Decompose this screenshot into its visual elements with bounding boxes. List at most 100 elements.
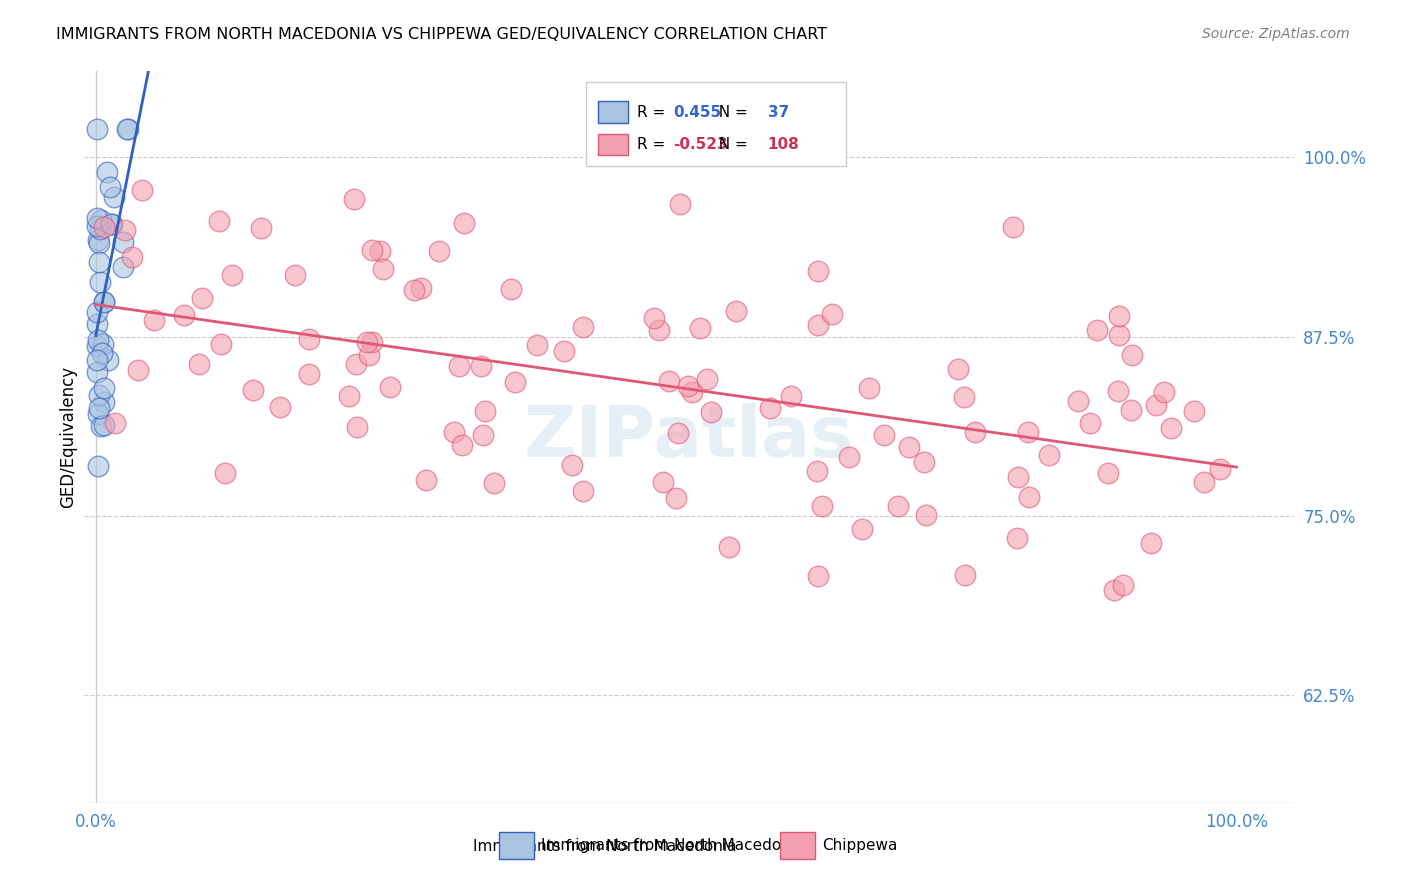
Point — [1085, 323, 1108, 337]
Point — [86, 365, 108, 379]
Point — [356, 334, 378, 349]
Text: Chippewa: Chippewa — [823, 838, 898, 853]
Point — [898, 440, 921, 454]
Point — [1209, 462, 1232, 476]
Point — [806, 464, 828, 478]
Point — [297, 368, 319, 382]
Point — [86, 219, 108, 233]
Point — [810, 500, 832, 514]
Point — [344, 357, 367, 371]
Point — [89, 221, 111, 235]
Point — [453, 216, 475, 230]
Point — [780, 389, 803, 403]
Point — [250, 220, 273, 235]
Point — [658, 374, 681, 388]
Point — [90, 213, 112, 227]
Point — [1007, 470, 1029, 484]
Point — [1107, 384, 1129, 398]
Point — [93, 417, 115, 432]
Point — [681, 384, 703, 399]
Point — [1102, 582, 1125, 597]
Point — [214, 467, 236, 481]
Point — [952, 390, 974, 404]
Point — [572, 484, 595, 499]
Point — [1038, 448, 1060, 462]
Point — [112, 235, 135, 249]
Point — [173, 308, 195, 322]
Point — [689, 321, 711, 335]
Point — [759, 401, 782, 415]
Point — [1005, 531, 1028, 545]
Text: 108: 108 — [768, 137, 799, 152]
Point — [499, 282, 522, 296]
Point — [297, 332, 319, 346]
Point — [187, 357, 209, 371]
Point — [1108, 327, 1130, 342]
Point — [337, 389, 360, 403]
Point — [360, 243, 382, 257]
Point — [93, 219, 115, 234]
Point — [572, 320, 595, 334]
Point — [127, 363, 149, 377]
Point — [1153, 385, 1175, 400]
Point — [807, 569, 830, 583]
Point — [915, 508, 938, 522]
Point — [98, 180, 121, 194]
Point — [97, 352, 120, 367]
Point — [821, 307, 844, 321]
Point — [643, 310, 665, 325]
Point — [93, 394, 115, 409]
Point — [368, 244, 391, 259]
Point — [284, 268, 307, 282]
Point — [443, 425, 465, 439]
Point — [86, 407, 108, 421]
Point — [117, 121, 139, 136]
Point — [886, 499, 908, 513]
Text: ZIPatlas: ZIPatlas — [524, 402, 853, 472]
Point — [1018, 490, 1040, 504]
Point — [700, 405, 723, 419]
Point — [665, 491, 688, 506]
Point — [505, 375, 527, 389]
Point — [93, 381, 115, 395]
Point — [648, 323, 671, 337]
Point — [121, 250, 143, 264]
Point — [912, 455, 935, 469]
Point — [561, 458, 583, 472]
Point — [90, 419, 112, 434]
Point — [1001, 220, 1024, 235]
Point — [696, 372, 718, 386]
Point — [482, 475, 505, 490]
Point — [93, 294, 115, 309]
Text: Immigrants from North Macedonia: Immigrants from North Macedonia — [472, 839, 737, 855]
Point — [807, 264, 830, 278]
Point — [669, 197, 692, 211]
Point — [104, 416, 127, 430]
Point — [1078, 417, 1101, 431]
Point — [86, 352, 108, 367]
Point — [1139, 535, 1161, 549]
Text: N =: N = — [710, 105, 754, 120]
Point — [1194, 475, 1216, 489]
Point — [447, 359, 470, 374]
Point — [209, 337, 232, 351]
Point — [652, 475, 675, 489]
Point — [953, 567, 976, 582]
Point — [86, 458, 108, 473]
Point — [553, 343, 575, 358]
Point — [86, 339, 108, 353]
Point — [343, 192, 366, 206]
Point — [1108, 309, 1130, 323]
Text: Immigrants from North Macedonia: Immigrants from North Macedonia — [541, 838, 804, 853]
Point — [471, 427, 494, 442]
Point — [86, 317, 108, 331]
Point — [208, 214, 231, 228]
Point — [93, 294, 115, 309]
Point — [87, 236, 110, 251]
FancyBboxPatch shape — [586, 82, 846, 167]
Point — [100, 217, 122, 231]
Point — [724, 304, 747, 318]
Point — [427, 244, 450, 258]
Point — [371, 261, 394, 276]
Point — [851, 523, 873, 537]
